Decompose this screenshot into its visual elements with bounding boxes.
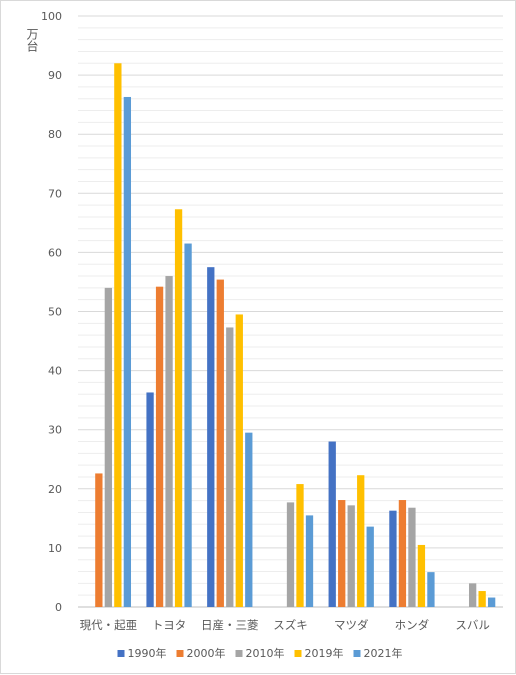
legend-item: 2010年 xyxy=(235,646,285,660)
x-tick-label: マツダ xyxy=(334,618,369,632)
y-tick-label: 80 xyxy=(48,128,62,141)
x-axis-labels: 現代・起亜 トヨタ 日産・三菱 スズキ マツダ ホンダ スバル xyxy=(80,618,490,632)
y-tick-label: 50 xyxy=(48,306,62,319)
bar xyxy=(398,500,407,607)
legend-label: 2019年 xyxy=(305,646,344,660)
bar xyxy=(427,572,435,607)
bar xyxy=(146,392,154,607)
bar xyxy=(366,526,374,607)
legend-swatch xyxy=(294,650,302,657)
y-tick-label: 70 xyxy=(48,187,62,200)
bar xyxy=(296,484,304,607)
bar xyxy=(174,209,183,607)
legend: 1990年 2000年 2010年 2019年 2021年 xyxy=(117,646,403,660)
bar xyxy=(286,502,295,607)
legend-label: 2010年 xyxy=(246,646,285,660)
bar xyxy=(478,591,486,607)
bar xyxy=(104,287,113,607)
x-tick-label: スズキ xyxy=(273,618,308,632)
bar xyxy=(305,515,314,607)
bar xyxy=(245,432,253,607)
bar xyxy=(417,544,426,607)
y-tick-label: 30 xyxy=(48,424,62,437)
legend-swatch xyxy=(176,650,184,657)
bar xyxy=(216,279,224,607)
legend-label: 2021年 xyxy=(364,646,403,660)
bar xyxy=(347,505,355,607)
legend-item: 1990年 xyxy=(117,646,167,660)
x-tick-label: 現代・起亜 xyxy=(80,618,138,632)
legend-label: 1990年 xyxy=(128,646,167,660)
legend-swatch xyxy=(117,650,125,657)
bar xyxy=(95,473,103,607)
bar xyxy=(338,500,346,607)
y-unit-label: 万台 xyxy=(25,28,39,52)
legend-item: 2019年 xyxy=(294,646,344,660)
x-tick-label: スバル xyxy=(455,618,490,632)
bar xyxy=(184,243,192,607)
bar xyxy=(235,314,243,607)
legend-swatch xyxy=(235,650,243,657)
y-tick-label: 60 xyxy=(48,246,62,259)
bar xyxy=(357,475,365,607)
bar xyxy=(468,583,477,607)
y-tick-label: 40 xyxy=(48,365,62,378)
legend-swatch xyxy=(353,650,361,657)
bar xyxy=(226,327,234,607)
y-tick-label: 100 xyxy=(41,10,62,23)
bar xyxy=(207,267,215,607)
legend-item: 2000年 xyxy=(176,646,226,660)
bar xyxy=(389,510,397,607)
bar xyxy=(487,597,496,607)
x-tick-label: ホンダ xyxy=(395,618,430,632)
y-tick-label: 20 xyxy=(48,483,62,496)
bar xyxy=(155,286,164,607)
y-axis-ticks: 0 10 20 30 40 50 60 70 80 90 100 xyxy=(41,10,62,614)
bar xyxy=(165,276,173,607)
bar xyxy=(328,441,336,607)
x-tick-label: 日産・三菱 xyxy=(201,618,259,632)
x-tick-label: トヨタ xyxy=(152,618,187,632)
y-tick-label: 90 xyxy=(48,69,62,82)
legend-item: 2021年 xyxy=(353,646,403,660)
bar xyxy=(114,63,122,607)
bar xyxy=(408,507,416,607)
bars xyxy=(95,63,496,607)
y-tick-label: 10 xyxy=(48,542,62,555)
legend-label: 2000年 xyxy=(187,646,226,660)
bar xyxy=(123,96,132,607)
y-tick-label: 0 xyxy=(55,601,62,614)
